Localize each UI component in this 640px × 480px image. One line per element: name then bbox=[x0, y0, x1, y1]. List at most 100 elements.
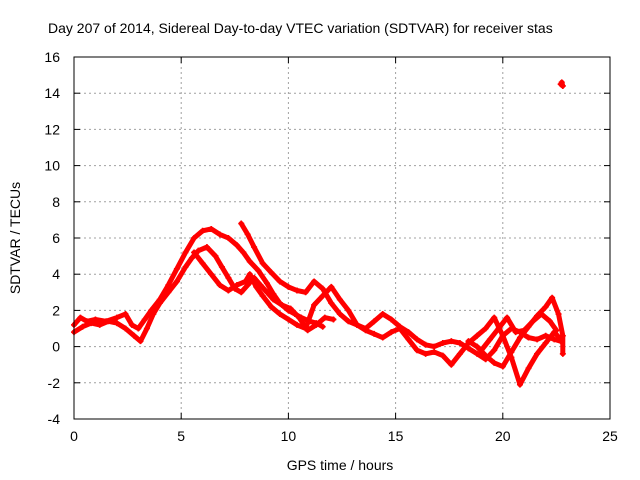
x-tick-label: 15 bbox=[388, 428, 404, 444]
data-point bbox=[122, 311, 129, 318]
data-point bbox=[225, 235, 232, 241]
series-7 bbox=[557, 79, 566, 89]
y-tick-label: 10 bbox=[44, 158, 60, 174]
data-point bbox=[525, 365, 532, 372]
data-point bbox=[263, 289, 270, 296]
data-point bbox=[456, 339, 463, 346]
x-tick-label: 20 bbox=[495, 428, 511, 444]
data-point bbox=[150, 311, 157, 318]
data-point bbox=[216, 282, 223, 289]
data-point bbox=[79, 323, 86, 330]
data-point bbox=[559, 350, 566, 357]
x-axis-label: GPS time / hours bbox=[287, 457, 394, 473]
data-point bbox=[321, 314, 328, 321]
data-point bbox=[255, 267, 262, 274]
data-point bbox=[268, 269, 275, 276]
series-6 bbox=[478, 311, 560, 354]
data-point bbox=[143, 325, 150, 332]
data-point bbox=[345, 318, 352, 325]
data-point bbox=[448, 361, 455, 368]
data-point bbox=[379, 334, 386, 341]
data-point bbox=[105, 318, 112, 325]
data-point bbox=[534, 336, 541, 343]
data-point bbox=[113, 314, 120, 321]
data-point bbox=[542, 332, 549, 339]
y-tick-label: 4 bbox=[52, 266, 60, 282]
data-point bbox=[499, 332, 506, 339]
data-point bbox=[88, 320, 95, 327]
y-tick-label: -2 bbox=[48, 375, 61, 391]
data-point bbox=[240, 249, 247, 256]
data-point bbox=[559, 332, 566, 339]
data-point bbox=[525, 334, 532, 341]
series-4 bbox=[238, 220, 564, 388]
data-point bbox=[542, 339, 549, 346]
data-point bbox=[173, 265, 180, 272]
y-tick-label: 14 bbox=[44, 85, 60, 101]
data-point bbox=[439, 339, 446, 346]
data-point bbox=[538, 311, 545, 318]
data-point bbox=[474, 350, 481, 357]
data-point bbox=[96, 321, 103, 328]
data-point bbox=[555, 311, 562, 318]
data-point bbox=[302, 289, 309, 296]
y-tick-label: 0 bbox=[52, 339, 60, 355]
data-point bbox=[225, 274, 232, 281]
data-point bbox=[285, 283, 292, 290]
data-point bbox=[195, 247, 202, 254]
data-point bbox=[405, 329, 412, 336]
data-point bbox=[165, 282, 172, 289]
data-point bbox=[431, 349, 438, 356]
data-point bbox=[182, 263, 189, 270]
data-point bbox=[242, 278, 249, 285]
data-point bbox=[191, 249, 198, 256]
data-point bbox=[311, 301, 318, 308]
data-point bbox=[553, 327, 560, 334]
y-tick-label: 6 bbox=[52, 230, 60, 246]
data-point bbox=[414, 347, 421, 354]
data-point bbox=[278, 301, 285, 308]
data-point bbox=[491, 347, 498, 354]
x-tick-label: 10 bbox=[281, 428, 297, 444]
data-point bbox=[311, 278, 318, 285]
x-tick-label: 5 bbox=[177, 428, 185, 444]
data-point bbox=[276, 311, 283, 318]
data-point bbox=[191, 235, 198, 241]
y-tick-label: 12 bbox=[44, 121, 60, 137]
data-point bbox=[293, 321, 300, 328]
data-point bbox=[238, 289, 245, 296]
data-point bbox=[225, 287, 232, 294]
data-point bbox=[319, 285, 326, 292]
data-point bbox=[263, 280, 270, 287]
data-point bbox=[508, 349, 515, 356]
data-point bbox=[439, 352, 446, 359]
series-trace bbox=[238, 221, 564, 388]
x-tick-label: 25 bbox=[602, 428, 618, 444]
chart-title: Day 207 of 2014, Sidereal Day-to-day VTE… bbox=[48, 20, 553, 36]
data-point bbox=[182, 249, 189, 256]
data-point bbox=[244, 282, 251, 289]
data-point bbox=[558, 79, 565, 86]
data-point bbox=[173, 278, 180, 285]
data-point bbox=[534, 350, 541, 357]
data-point bbox=[474, 332, 481, 339]
data-point bbox=[422, 350, 429, 357]
tick-layer: 0 5 10 15 20 25 -4 -2 0 2 4 6 8 10 12 14 16 bbox=[44, 49, 618, 444]
series-trace bbox=[478, 311, 559, 353]
data-point bbox=[203, 244, 210, 251]
data-point bbox=[529, 318, 536, 325]
data-point bbox=[482, 352, 489, 359]
data-point bbox=[135, 325, 142, 332]
data-point bbox=[516, 334, 523, 341]
data-point bbox=[128, 321, 135, 328]
x-tick-label: 0 bbox=[70, 428, 78, 444]
data-point bbox=[512, 329, 519, 336]
data-point bbox=[199, 260, 206, 267]
data-point bbox=[396, 325, 403, 332]
y-tick-label: 2 bbox=[52, 302, 60, 318]
data-point bbox=[495, 325, 502, 332]
data-point bbox=[141, 316, 148, 323]
data-point bbox=[516, 381, 523, 388]
data-point bbox=[165, 289, 172, 296]
